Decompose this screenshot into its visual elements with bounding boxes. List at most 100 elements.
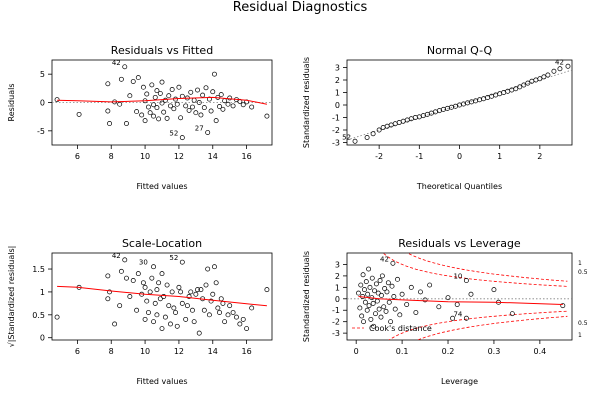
data-point [399, 291, 405, 297]
data-point [188, 289, 194, 295]
data-point [413, 310, 419, 315]
y-axis-label: √|Standardized residuals| [7, 246, 16, 348]
x-tick-label: 1 [497, 152, 502, 161]
data-point [105, 108, 111, 114]
data-point [166, 303, 172, 309]
data-point [166, 93, 172, 99]
data-point [386, 299, 392, 305]
y-tick-label: 2 [335, 272, 340, 281]
data-point [215, 305, 221, 311]
y-axis-label: Standardized residuals [302, 57, 311, 148]
data-point [208, 298, 214, 304]
y-tick-label: 5 [40, 70, 45, 79]
data-point [156, 116, 162, 122]
data-point [183, 316, 189, 322]
data-point [118, 76, 124, 82]
data-point [195, 87, 200, 93]
data-point [509, 311, 515, 317]
data-point [378, 292, 384, 298]
data-point [135, 75, 141, 81]
data-point [159, 326, 165, 332]
data-point [378, 314, 384, 320]
data-point [173, 310, 178, 315]
data-point [124, 121, 129, 126]
data-point [491, 287, 497, 293]
data-point [174, 101, 180, 107]
data-point [376, 127, 382, 133]
data-point [376, 306, 382, 312]
data-point [164, 115, 170, 121]
data-point [361, 287, 367, 293]
data-point [380, 125, 386, 130]
data-point [154, 88, 160, 94]
data-point [179, 259, 185, 265]
data-point [208, 108, 214, 114]
data-point [206, 312, 212, 318]
data-point [212, 264, 217, 270]
data-point [127, 93, 133, 99]
data-point [171, 106, 177, 112]
y-tick-label: -3 [332, 329, 340, 338]
data-point [147, 289, 153, 295]
cooks-distance-contour [406, 253, 568, 282]
cooks-distance-contour [416, 315, 568, 340]
x-tick-label: 0 [354, 347, 359, 356]
data-point [210, 89, 216, 95]
data-point [205, 266, 211, 272]
x-tick-label: 16 [242, 347, 252, 356]
data-point [493, 92, 499, 98]
data-point [404, 302, 410, 307]
data-point [186, 107, 192, 113]
data-point [203, 85, 209, 91]
panel-scale-location: Scale-Location 6 8 10 12 14 16 0 0.5 1 1.5 Fitted v… [7, 237, 273, 386]
data-point [230, 103, 236, 109]
data-point [159, 271, 165, 277]
data-point [122, 64, 128, 70]
data-point [367, 284, 373, 290]
data-point [179, 300, 185, 306]
data-point [195, 287, 200, 293]
data-point [142, 118, 148, 124]
data-point [142, 284, 148, 290]
data-point [146, 104, 151, 110]
data-point [390, 260, 396, 266]
x-axis-label: Theoretical Quantiles [416, 182, 502, 191]
data-point [392, 306, 398, 312]
data-point [374, 298, 380, 304]
data-point [146, 310, 151, 315]
data-point [525, 80, 531, 86]
data-point [203, 282, 209, 288]
plot-area [52, 64, 272, 141]
data-point [381, 304, 387, 310]
y-tick-label: 0 [335, 295, 340, 304]
data-point [196, 330, 202, 336]
x-tick-label: 0.3 [488, 347, 501, 356]
data-point [473, 98, 479, 104]
data-point [468, 291, 474, 297]
data-point [105, 296, 111, 302]
data-point [422, 297, 428, 303]
data-point [463, 315, 469, 321]
panel-residuals-vs-fitted: Residuals vs Fitted 6 8 10 12 14 16 -5 0 5 Fitted … [7, 44, 273, 191]
data-point [249, 104, 255, 110]
data-point [213, 280, 219, 286]
data-point [428, 110, 434, 116]
data-point [427, 282, 433, 288]
data-point [517, 84, 523, 90]
data-point [220, 106, 226, 112]
data-point [105, 81, 111, 87]
data-point [168, 103, 173, 109]
data-point [161, 294, 167, 299]
data-point [445, 295, 451, 301]
data-point [560, 303, 566, 309]
x-tick-label: 2 [537, 152, 542, 161]
data-point [178, 289, 184, 295]
data-point [193, 291, 199, 297]
data-point [217, 104, 222, 109]
data-point [375, 290, 381, 296]
data-point [264, 287, 270, 293]
data-point [151, 319, 156, 325]
x-tick-label: 16 [242, 152, 252, 161]
x-axis-label: Fitted values [136, 182, 187, 191]
data-point [130, 278, 136, 283]
